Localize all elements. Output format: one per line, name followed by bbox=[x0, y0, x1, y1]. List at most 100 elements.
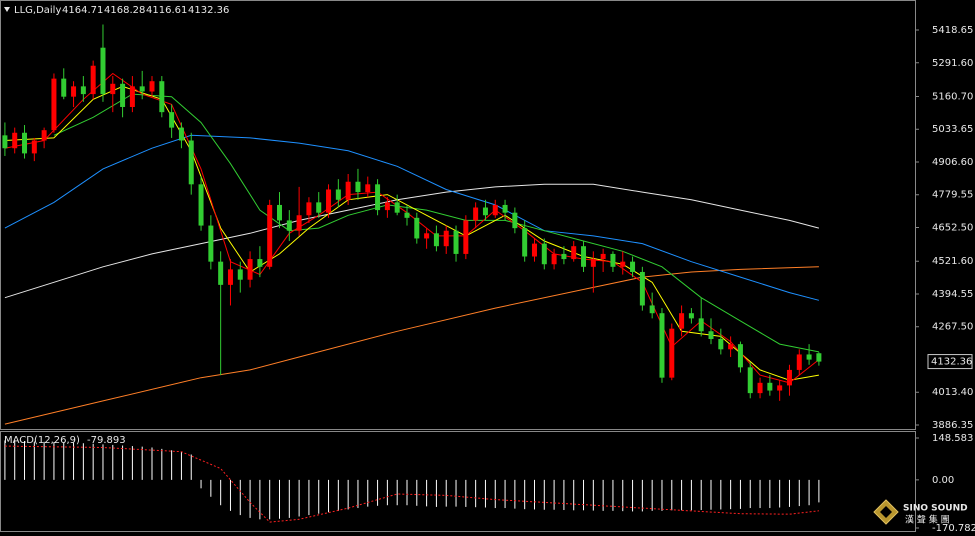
logo: SINO SOUND 漢 聲 集 團 bbox=[873, 499, 968, 526]
candle-body bbox=[806, 354, 812, 360]
candle-body bbox=[698, 318, 704, 332]
candle-body bbox=[22, 132, 28, 154]
candle-body bbox=[277, 204, 283, 221]
candle-body bbox=[129, 86, 135, 107]
candle-body bbox=[473, 207, 479, 221]
candle-body bbox=[600, 253, 606, 260]
moving-average-line bbox=[4, 134, 820, 301]
candle-body bbox=[777, 385, 783, 391]
y-tick-label: 0.00 bbox=[932, 475, 954, 486]
collapse-marker[interactable] bbox=[4, 7, 10, 12]
candle-body bbox=[561, 253, 567, 260]
candle-body bbox=[737, 344, 743, 368]
candle-body bbox=[590, 259, 596, 267]
macd-title: MACD(12,26,9) bbox=[4, 435, 80, 446]
y-tick-label: 4394.55 bbox=[932, 289, 973, 300]
candle-body bbox=[531, 243, 537, 257]
y-tick-label: 4521.60 bbox=[932, 256, 973, 267]
candle-body bbox=[610, 253, 616, 267]
candle-body bbox=[404, 212, 410, 218]
macd-main-value: -79.893 bbox=[87, 435, 126, 446]
candle-body bbox=[12, 132, 18, 149]
candle-body bbox=[649, 305, 655, 314]
y-tick-label: 3886.35 bbox=[932, 420, 973, 431]
candle-body bbox=[345, 181, 351, 200]
candle-body bbox=[482, 207, 488, 216]
y-tick-label: 4779.55 bbox=[932, 190, 973, 201]
candle-body bbox=[620, 261, 626, 267]
candle-body bbox=[316, 202, 322, 213]
candle-body bbox=[551, 253, 557, 265]
y-tick-label: 4652.50 bbox=[932, 222, 973, 233]
candle-body bbox=[120, 83, 126, 107]
y-tick-label: 5160.70 bbox=[932, 91, 973, 102]
candle-body bbox=[767, 382, 773, 391]
candle-body bbox=[679, 313, 685, 329]
current-price-label: 4132.36 bbox=[931, 357, 972, 368]
candle-body bbox=[326, 189, 332, 213]
candle-body bbox=[492, 204, 498, 216]
candle-body bbox=[267, 204, 273, 267]
candle-body bbox=[375, 184, 381, 211]
candle-body bbox=[198, 184, 204, 226]
candle-body bbox=[659, 313, 665, 378]
header-low: 4116.61 bbox=[146, 5, 187, 16]
candle-body bbox=[639, 271, 645, 306]
candle-body bbox=[688, 313, 694, 319]
candle-body bbox=[424, 233, 430, 239]
candle-body bbox=[630, 261, 636, 272]
candle-body bbox=[188, 140, 194, 185]
candle-body bbox=[286, 220, 292, 231]
candle-body bbox=[296, 215, 302, 231]
candle-body bbox=[453, 230, 459, 254]
candle-body bbox=[433, 233, 439, 247]
y-tick-label: 4906.60 bbox=[932, 157, 973, 168]
candle-body bbox=[355, 181, 361, 193]
logo-name: SINO SOUND bbox=[903, 504, 968, 514]
candle-body bbox=[512, 212, 518, 229]
y-tick-label: -170.782 bbox=[932, 523, 975, 534]
candle-body bbox=[2, 135, 8, 149]
candle-body bbox=[110, 83, 116, 95]
candle-body bbox=[90, 65, 96, 95]
candle-body bbox=[581, 246, 587, 267]
candle-body bbox=[80, 86, 86, 95]
y-tick-label: 5033.65 bbox=[932, 124, 973, 135]
candle-body bbox=[796, 354, 802, 370]
macd-signal-line bbox=[4, 445, 819, 523]
candle-body bbox=[463, 220, 469, 254]
candle-body bbox=[365, 184, 371, 193]
candle-body bbox=[100, 47, 106, 95]
y-tick-label: 4267.50 bbox=[932, 322, 973, 333]
current-price-box bbox=[927, 354, 973, 370]
candle-body bbox=[443, 230, 449, 247]
candle-body bbox=[178, 127, 184, 141]
candle-body bbox=[502, 204, 508, 213]
logo-subtitle: 漢 聲 集 團 bbox=[905, 514, 950, 526]
candle-body bbox=[786, 369, 792, 386]
candle-body bbox=[708, 331, 714, 339]
macd-panel-border bbox=[0, 431, 916, 532]
candle-body bbox=[335, 189, 341, 200]
candle-body bbox=[41, 130, 47, 141]
candle-body bbox=[247, 259, 253, 280]
candle-body bbox=[728, 344, 734, 350]
candle-body bbox=[149, 81, 155, 92]
candle-body bbox=[571, 246, 577, 260]
candle-body bbox=[237, 269, 243, 280]
candle-body bbox=[541, 243, 547, 265]
candle-body bbox=[718, 338, 724, 350]
candle-body bbox=[669, 328, 675, 378]
candle-body bbox=[139, 86, 145, 92]
y-tick-label: 5291.60 bbox=[932, 58, 973, 69]
header-high: 4168.28 bbox=[104, 5, 145, 16]
candle-body bbox=[159, 81, 165, 113]
y-tick-label: 5418.65 bbox=[932, 25, 973, 36]
candle-body bbox=[208, 225, 214, 262]
candle-body bbox=[306, 202, 312, 216]
header-close: 4132.36 bbox=[188, 5, 229, 16]
header-open: 4164.71 bbox=[62, 5, 103, 16]
